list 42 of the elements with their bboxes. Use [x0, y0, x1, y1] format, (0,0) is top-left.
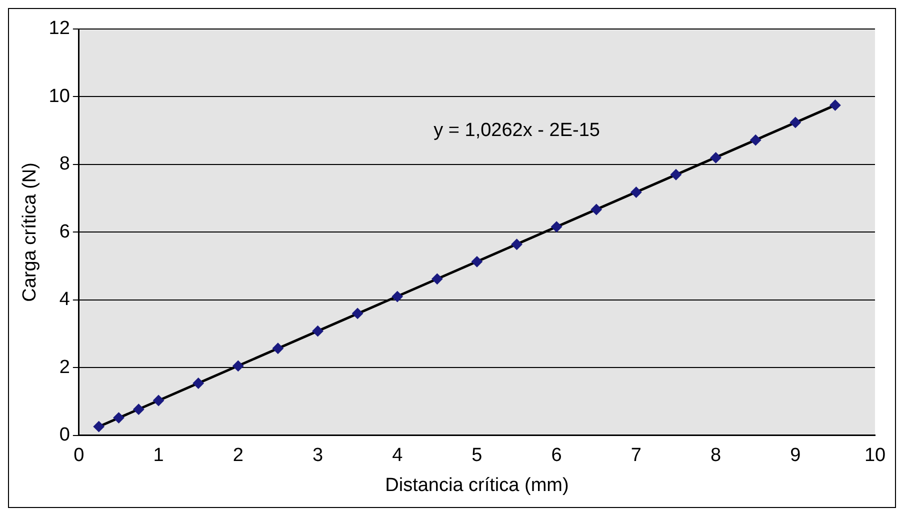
x-tick-label: 6 — [551, 445, 562, 466]
point — [670, 169, 682, 180]
point — [153, 395, 164, 406]
point — [511, 238, 522, 250]
y-tick-label: 2 — [59, 356, 70, 378]
point — [830, 100, 841, 111]
point — [471, 256, 482, 268]
point — [133, 404, 144, 415]
point — [352, 308, 364, 319]
y-tick-label: 0 — [59, 424, 70, 446]
x-tick-label: 0 — [74, 445, 84, 466]
point — [750, 134, 762, 146]
x-axis-title: Distancia crítica (mm) — [385, 474, 569, 496]
point — [192, 378, 204, 389]
annotation: y = 1,0262x - 2E-15 — [434, 120, 600, 141]
point — [590, 204, 602, 216]
x-tick-label: 7 — [630, 445, 642, 466]
x-tick-label: 10 — [864, 445, 886, 466]
y-tick-label: 12 — [48, 18, 70, 40]
x-tick-label: 4 — [392, 445, 404, 466]
point — [790, 116, 801, 128]
x-tick-label: 1 — [153, 445, 164, 466]
x-tick-label: 5 — [472, 445, 482, 466]
y-tick-label: 8 — [59, 154, 70, 175]
point — [113, 412, 124, 424]
y-tick-label: 10 — [48, 86, 70, 107]
point — [710, 152, 722, 164]
y-axis-title: Carga crítica (N) — [20, 162, 41, 302]
point — [312, 326, 324, 337]
point — [93, 421, 104, 432]
point — [392, 291, 403, 302]
point — [432, 273, 443, 284]
y-tick-label: 4 — [59, 289, 70, 310]
x-tick-label: 2 — [232, 445, 244, 466]
x-tick-label: 9 — [790, 445, 801, 466]
y-tick-label: 6 — [59, 221, 70, 242]
point — [272, 342, 284, 354]
x-tick-label: 8 — [710, 445, 722, 466]
x-tick-label: 3 — [312, 445, 324, 466]
point — [232, 360, 244, 372]
point — [551, 221, 562, 232]
point — [630, 186, 642, 198]
